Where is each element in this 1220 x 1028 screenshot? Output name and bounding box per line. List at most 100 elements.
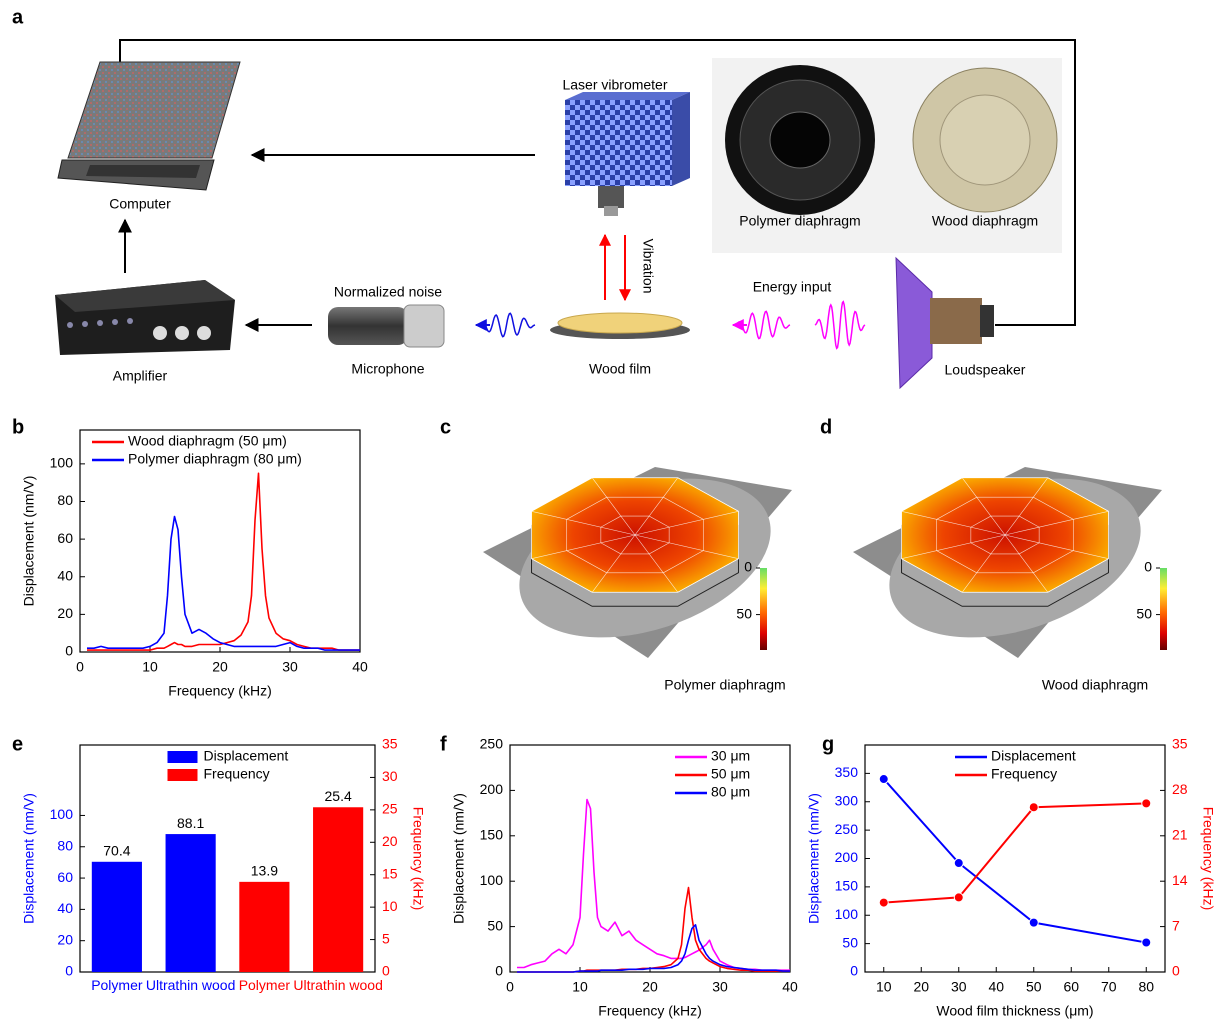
x-tick-label: 0 — [76, 659, 84, 675]
y-tick-label: 50 — [842, 934, 858, 950]
y2-tick-label: 7 — [1172, 917, 1180, 933]
legend-swatch — [168, 769, 198, 781]
value-label: 88.1 — [177, 815, 204, 831]
y-tick-label: 200 — [480, 781, 504, 797]
y2-tick-label: 30 — [382, 768, 398, 784]
y-tick-label: 250 — [480, 736, 504, 752]
y-tick-label: 100 — [50, 455, 74, 471]
y2-tick-label: 0 — [382, 963, 390, 979]
y-tick-label: 0 — [850, 963, 858, 979]
y-tick-label: 20 — [57, 605, 73, 621]
laptop — [58, 62, 240, 190]
data-point — [879, 775, 888, 784]
y-tick-label: 100 — [50, 806, 74, 822]
x-tick-label: 30 — [951, 979, 967, 995]
y2-axis-label: Frequency (kHz) — [1200, 807, 1216, 910]
y-tick-label: 80 — [57, 492, 73, 508]
y-tick-label: 40 — [57, 567, 73, 583]
y-tick-label: 40 — [57, 900, 73, 916]
colorbar — [760, 568, 767, 650]
label: Wood film — [589, 361, 651, 377]
x-tick-label: 70 — [1101, 979, 1117, 995]
x-tick-label: 40 — [352, 659, 368, 675]
y-tick-label: 50 — [487, 917, 503, 933]
legend-label: 80 μm — [711, 784, 750, 800]
y2-axis-label: Frequency (kHz) — [410, 807, 426, 910]
bar — [313, 807, 363, 972]
x-tick-label: 10 — [142, 659, 158, 675]
legend-swatch — [168, 751, 198, 763]
y-tick-label: 60 — [57, 530, 73, 546]
bar — [239, 882, 289, 972]
label: Microphone — [351, 361, 424, 377]
label: Normalized noise — [334, 284, 442, 300]
panel-letter: a — [12, 6, 24, 28]
label: Amplifier — [113, 368, 168, 384]
value-label: 25.4 — [325, 788, 352, 804]
value-label: 13.9 — [251, 863, 278, 879]
data-point — [879, 898, 888, 907]
label: Vibration — [640, 238, 656, 293]
y2-tick-label: 21 — [1172, 827, 1188, 843]
label: Loudspeaker — [945, 362, 1026, 378]
x-tick-label: 40 — [988, 979, 1004, 995]
x-axis-label: Wood film thickness (μm) — [936, 1003, 1093, 1019]
data-line — [517, 888, 790, 972]
y-tick-label: 200 — [835, 849, 859, 865]
y-axis-label: Displacement (nm/V) — [21, 793, 37, 924]
data-line — [517, 925, 790, 972]
y2-tick-label: 0 — [1172, 963, 1180, 979]
wave — [815, 302, 865, 349]
panel-letter: d — [820, 416, 832, 438]
x-tick-label: 20 — [913, 979, 929, 995]
y-tick-label: 150 — [480, 827, 504, 843]
x-tick-label: 0 — [506, 979, 514, 995]
colorbar — [1160, 568, 1167, 650]
y2-tick-label: 25 — [382, 801, 398, 817]
legend-label: Polymer diaphragm (80 μm) — [128, 451, 302, 467]
x-tick-label: 10 — [876, 979, 892, 995]
y-tick-label: 20 — [57, 931, 73, 947]
colorbar-tick-label: 0 — [744, 559, 752, 575]
wood-film — [550, 313, 690, 339]
legend-label: Frequency — [991, 766, 1057, 782]
colorbar-tick-label: 50 — [1136, 605, 1152, 621]
page: a Computer Amplifier Normalized noise Mi… — [0, 0, 1220, 1023]
y-tick-label: 100 — [835, 906, 859, 922]
data-point — [1029, 918, 1038, 927]
y2-tick-label: 15 — [382, 865, 398, 881]
caption: Wood diaphragm — [1042, 677, 1148, 693]
y2-tick-label: 35 — [1172, 736, 1188, 752]
x-tick-label: Ultrathin wood — [293, 977, 383, 994]
y-tick-label: 60 — [57, 869, 73, 885]
y-tick-label: 0 — [495, 963, 503, 979]
bar — [92, 862, 142, 972]
legend-label: 30 μm — [711, 748, 750, 764]
x-tick-label: 20 — [642, 979, 658, 995]
panel-letter: f — [440, 733, 447, 755]
colorbar-tick-label: 0 — [1144, 559, 1152, 575]
y2-tick-label: 10 — [382, 898, 398, 914]
x-tick-label: 30 — [712, 979, 728, 995]
panel-letter: b — [12, 416, 24, 438]
x-tick-label: 10 — [572, 979, 588, 995]
y-tick-label: 350 — [835, 764, 859, 780]
colorbar-tick-label: 50 — [736, 605, 752, 621]
label: Laser vibrometer — [562, 77, 667, 93]
label: Polymer diaphragm — [739, 213, 860, 229]
legend-label: Displacement — [991, 748, 1076, 764]
legend-label: 50 μm — [711, 766, 750, 782]
y-tick-label: 300 — [835, 792, 859, 808]
legend-label: Displacement — [204, 748, 289, 764]
legend-label: Frequency — [204, 766, 270, 782]
x-tick-label: 80 — [1138, 979, 1154, 995]
x-tick-label: 50 — [1026, 979, 1042, 995]
y-tick-label: 150 — [835, 878, 859, 894]
legend-label: Wood diaphragm (50 μm) — [128, 433, 287, 449]
data-line — [884, 803, 1147, 902]
data-point — [1142, 799, 1151, 808]
panel-letter: g — [822, 733, 834, 755]
data-line — [87, 517, 360, 651]
y-axis-label: Displacement (nm/V) — [21, 476, 37, 607]
y2-tick-label: 28 — [1172, 781, 1188, 797]
